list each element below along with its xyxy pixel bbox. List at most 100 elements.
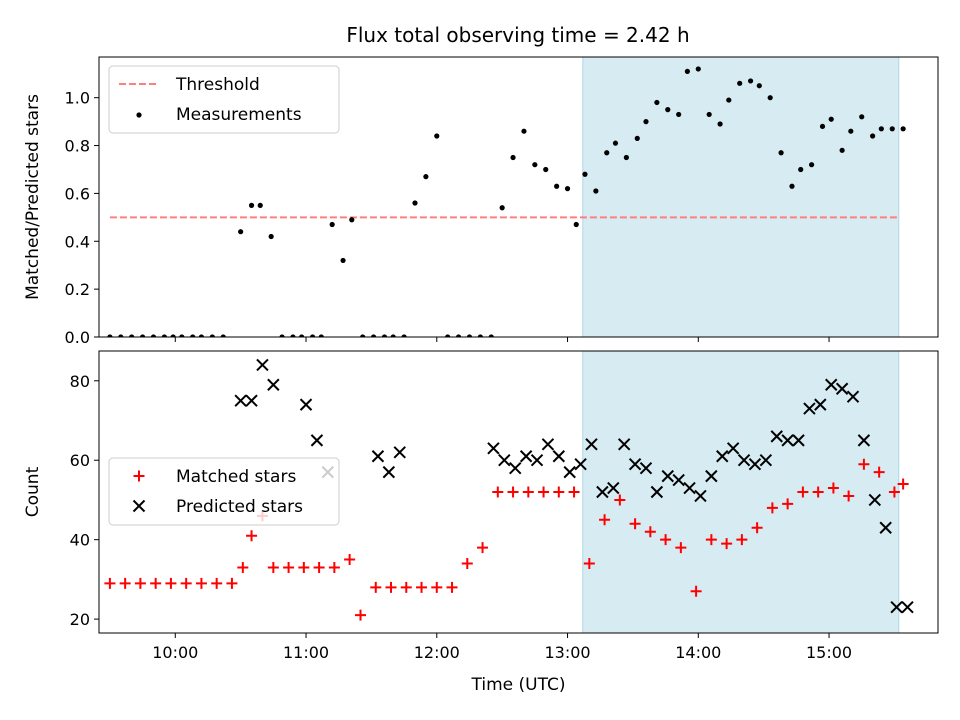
predicted-point xyxy=(639,461,653,475)
predicted-point xyxy=(846,390,860,403)
matched-point xyxy=(675,542,687,554)
measurement-point xyxy=(257,202,263,208)
matched-point xyxy=(446,581,458,593)
measurement-point xyxy=(870,133,876,139)
legend: Threshold Measurements xyxy=(108,65,340,134)
matched-point xyxy=(165,577,177,589)
measurement-point xyxy=(521,128,527,134)
y-tick-label: 0.0 xyxy=(65,328,90,347)
matched-point xyxy=(766,502,778,514)
matched-point xyxy=(492,486,504,498)
matched-point xyxy=(690,585,702,597)
predicted-point xyxy=(245,394,258,407)
measurement-point xyxy=(684,68,690,74)
predicted-point xyxy=(650,485,664,499)
measurement-point xyxy=(737,80,743,86)
x-tick-label: 12:00 xyxy=(414,643,460,662)
measurement-point xyxy=(878,126,884,132)
measurement-point xyxy=(554,183,560,189)
predicted-point xyxy=(299,398,313,411)
measurement-point xyxy=(329,221,335,228)
legend-label: Predicted stars xyxy=(176,497,303,517)
measurement-point xyxy=(623,154,629,161)
y-tick-label: 80 xyxy=(70,372,90,391)
measurement-point xyxy=(900,126,906,132)
matched-point xyxy=(226,577,238,589)
predicted-point xyxy=(672,473,685,487)
measurement-point xyxy=(318,334,324,337)
matched-point xyxy=(897,478,909,490)
measurement-point xyxy=(401,334,407,337)
measurement-point xyxy=(706,111,712,118)
matched-point xyxy=(797,486,809,498)
measurement-point xyxy=(279,334,285,337)
measurement-point xyxy=(220,334,226,337)
measurement-point xyxy=(756,83,762,89)
y-tick-label: 40 xyxy=(70,531,90,550)
x-axis-label: Time (UTC) xyxy=(471,675,566,695)
predicted-point xyxy=(498,454,511,467)
predicted-point xyxy=(814,398,827,411)
top-panel: 0.0 0.2 0.4 0.6 0.8 1.0 Matched/Predicted star… xyxy=(23,56,939,347)
measurement-point xyxy=(717,121,723,127)
measurement-point xyxy=(573,221,579,228)
matched-point xyxy=(812,486,824,498)
measurement-point xyxy=(819,123,826,130)
matched-point xyxy=(119,577,131,589)
predicted-point xyxy=(879,521,892,534)
matched-point xyxy=(211,577,223,589)
measurement-point xyxy=(582,171,588,177)
matched-point xyxy=(385,581,397,593)
predicted-point xyxy=(857,434,871,447)
x-tick-label: 14:00 xyxy=(675,643,721,662)
matched-point xyxy=(522,486,534,498)
measurement-point xyxy=(564,186,571,192)
measurement-point xyxy=(412,200,418,206)
measurement-point xyxy=(129,334,135,337)
bottom-panel: 20 40 60 80 10:00 11:00 12:00 13:00 14:00 15:00 Co… xyxy=(23,350,939,695)
predicted-point xyxy=(716,450,729,463)
matched-point xyxy=(237,561,249,573)
matched-point xyxy=(477,542,489,554)
predicted-point xyxy=(759,454,773,467)
measurement-point xyxy=(118,334,124,337)
matched-point xyxy=(400,581,412,593)
predicted-point xyxy=(781,434,794,447)
measurement-point xyxy=(654,99,660,106)
matched-point xyxy=(313,561,325,573)
matched-point xyxy=(827,482,839,494)
legend-label: Threshold xyxy=(175,75,260,95)
y-tick-label: 60 xyxy=(70,451,90,470)
series-group xyxy=(104,358,914,621)
matched-point xyxy=(553,486,565,498)
predicted-point xyxy=(310,434,324,447)
matched-point xyxy=(888,486,900,498)
predicted-point xyxy=(901,600,914,614)
y-tick-label: 20 xyxy=(70,610,90,629)
measurement-point xyxy=(107,334,113,337)
predicted-point xyxy=(541,438,555,451)
predicted-point xyxy=(825,378,838,391)
measurement-point xyxy=(839,147,845,153)
axes-frame xyxy=(98,56,939,338)
measurement-point xyxy=(859,114,865,120)
y-axis-label: Count xyxy=(23,466,43,517)
matched-point xyxy=(538,486,550,498)
matched-point xyxy=(629,518,641,530)
predicted-point xyxy=(574,457,587,471)
measurement-point xyxy=(798,166,804,173)
matched-point xyxy=(180,577,192,589)
measurement-point xyxy=(455,334,462,337)
predicted-point xyxy=(617,438,631,451)
matched-point xyxy=(267,561,279,573)
matched-point xyxy=(283,561,295,573)
matched-point xyxy=(134,577,146,589)
matched-point xyxy=(416,581,428,593)
measurement-point xyxy=(676,111,682,118)
measurement-point xyxy=(809,162,815,168)
predicted-point xyxy=(234,394,247,407)
predicted-point xyxy=(530,454,544,467)
measurement-point xyxy=(268,233,274,240)
x-tick-label: 15:00 xyxy=(806,643,852,662)
